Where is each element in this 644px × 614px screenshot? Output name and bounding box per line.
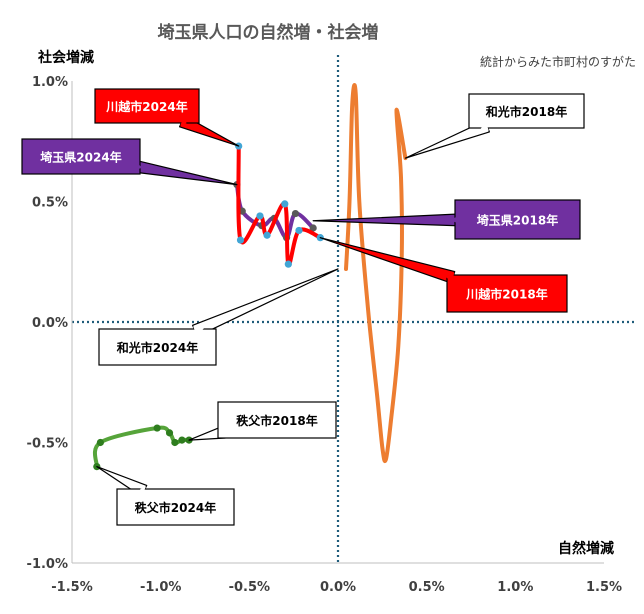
source-note: 統計からみた市町村のすがた — [480, 54, 636, 69]
data-point-chichibu — [96, 438, 104, 447]
callout-box — [446, 274, 568, 313]
x-tick-label: -0.5% — [229, 580, 270, 595]
callout-label: 川越市2024年 — [105, 99, 187, 114]
y-tick-label: 0.0% — [32, 316, 68, 331]
x-tick-label: -1.5% — [51, 580, 92, 595]
callout-label: 川越市2018年 — [465, 287, 547, 302]
x-tick-label: -1.0% — [140, 580, 181, 595]
data-point-saitama — [291, 209, 300, 218]
data-point-kawagoe — [295, 226, 303, 235]
x-tick-label: 0.0% — [320, 580, 356, 595]
series-wako — [344, 83, 408, 464]
data-point-kawagoe — [284, 260, 292, 268]
callout-box — [116, 488, 235, 526]
callout-label: 埼玉県2024年 — [40, 150, 121, 165]
data-point-chichibu — [153, 424, 161, 432]
data-point-chichibu — [178, 436, 186, 444]
axes: -1.0% -0.5% 0.0% 0.5% 1.0% -1.5% -1.0% -0.5% 0.0… — [27, 75, 622, 595]
x-tick-label: 0.5% — [409, 580, 445, 595]
chart-title: 埼玉県人口の自然増・社会増 — [158, 22, 379, 43]
series-kawagoe — [235, 142, 324, 268]
series-chichibu — [92, 424, 193, 471]
callout: 埼玉県2024年 — [21, 138, 238, 186]
y-axis-label: 社会増減 — [37, 49, 94, 66]
callout: 川越市2024年 — [94, 88, 240, 147]
data-point-kawagoe — [281, 200, 289, 208]
callout-box — [468, 93, 585, 129]
data-point-kawagoe — [256, 212, 264, 220]
reference-lines — [72, 55, 634, 563]
callout-label: 秩父市2018年 — [236, 413, 317, 428]
callout: 和光市2024年 — [98, 268, 339, 366]
callout-label: 和光市2024年 — [116, 340, 198, 355]
data-point-kawagoe — [236, 236, 245, 244]
y-tick-label: 1.0% — [32, 75, 68, 90]
data-point-chichibu — [171, 438, 179, 447]
callout-box — [21, 138, 141, 175]
y-tick-label: -0.5% — [27, 437, 68, 452]
x-tick-label: 1.5% — [586, 580, 622, 595]
series-line-wako — [344, 83, 408, 464]
y-tick-label: 0.5% — [32, 196, 68, 211]
x-axis-label: 自然増減 — [558, 540, 614, 557]
y-tick-label: -1.0% — [27, 557, 68, 572]
callout-label: 秩父市2024年 — [135, 500, 216, 515]
callout: 川越市2018年 — [319, 237, 568, 313]
data-point-saitama — [309, 224, 317, 232]
callout-box — [217, 401, 337, 439]
callout-box — [94, 88, 200, 124]
callout-label: 埼玉県2018年 — [477, 213, 558, 228]
data-point-chichibu — [165, 429, 174, 437]
callout-label: 和光市2018年 — [485, 104, 567, 119]
callout: 秩父市2024年 — [96, 466, 235, 526]
x-tick-label: 1.0% — [497, 580, 533, 595]
callout-box — [98, 328, 217, 366]
callout: 埼玉県2018年 — [312, 199, 581, 240]
callout: 和光市2018年 — [404, 93, 585, 159]
callout: 秩父市2018年 — [188, 401, 337, 441]
series-layer — [92, 83, 408, 471]
data-point-kawagoe — [263, 231, 271, 239]
